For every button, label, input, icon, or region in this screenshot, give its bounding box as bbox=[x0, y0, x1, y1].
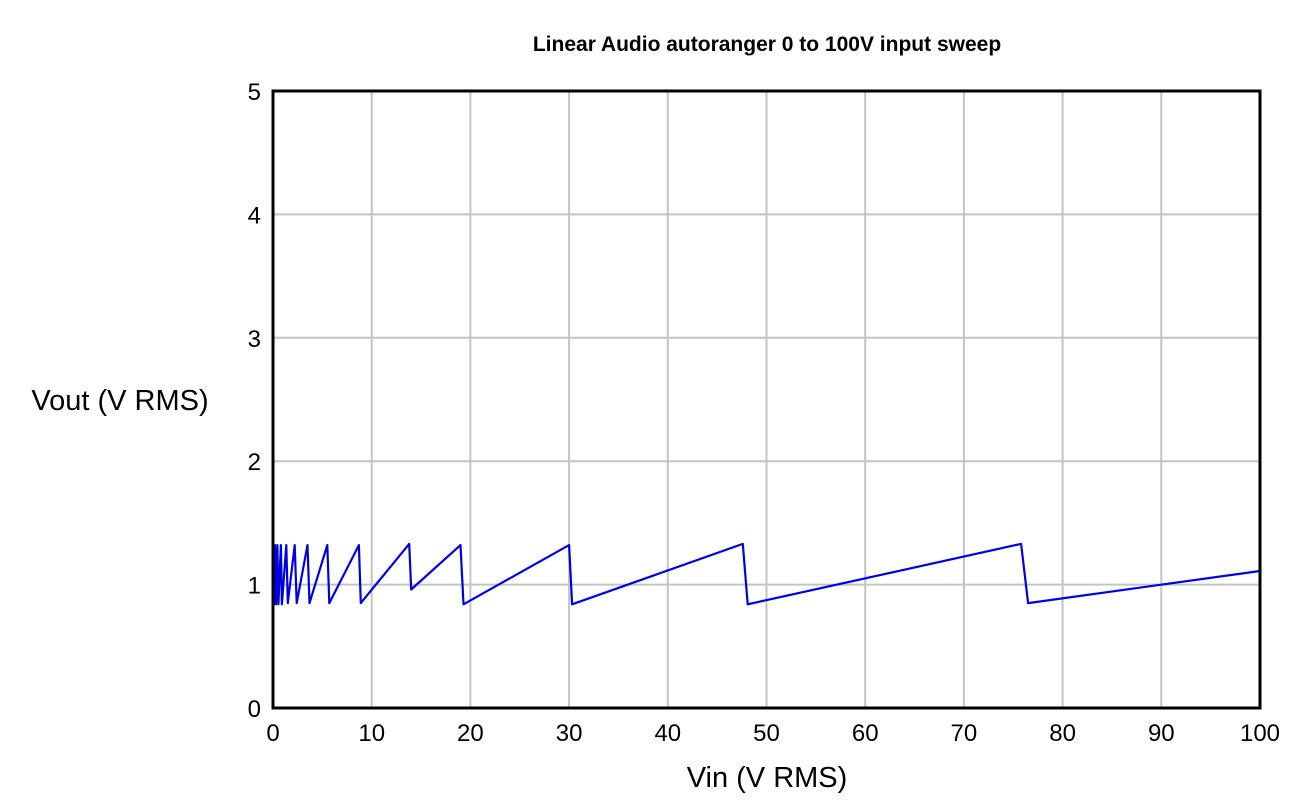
x-tick-label: 10 bbox=[358, 720, 385, 747]
y-tick-label: 0 bbox=[248, 696, 261, 723]
series-layer bbox=[271, 542, 1261, 709]
y-tick-label: 3 bbox=[248, 326, 261, 353]
x-tick-label: 90 bbox=[1148, 720, 1175, 747]
x-tick-label: 40 bbox=[654, 720, 681, 747]
x-tick-label: 50 bbox=[753, 720, 780, 747]
x-axis-label: Vin (V RMS) bbox=[687, 762, 848, 794]
x-tick-label: 30 bbox=[556, 720, 583, 747]
x-axis-ticks: 0 10 20 30 40 50 60 70 80 90 100 bbox=[266, 720, 1280, 747]
y-tick-label: 2 bbox=[248, 449, 261, 476]
x-tick-label: 100 bbox=[1240, 720, 1280, 747]
series-line bbox=[271, 542, 1261, 709]
y-tick-label: 1 bbox=[248, 573, 261, 600]
grid bbox=[272, 90, 1261, 709]
x-tick-label: 80 bbox=[1049, 720, 1076, 747]
y-axis-ticks: 0 1 2 3 4 5 bbox=[248, 79, 261, 723]
x-tick-label: 60 bbox=[852, 720, 879, 747]
y-tick-label: 4 bbox=[248, 202, 261, 229]
x-tick-label: 70 bbox=[951, 720, 978, 747]
x-tick-label: 0 bbox=[266, 720, 279, 747]
y-tick-label: 5 bbox=[248, 79, 261, 106]
y-axis-label: Vout (V RMS) bbox=[31, 385, 208, 417]
chart-title: Linear Audio autoranger 0 to 100V input … bbox=[533, 33, 1001, 56]
x-tick-label: 20 bbox=[457, 720, 484, 747]
plot-frame bbox=[271, 89, 1262, 710]
